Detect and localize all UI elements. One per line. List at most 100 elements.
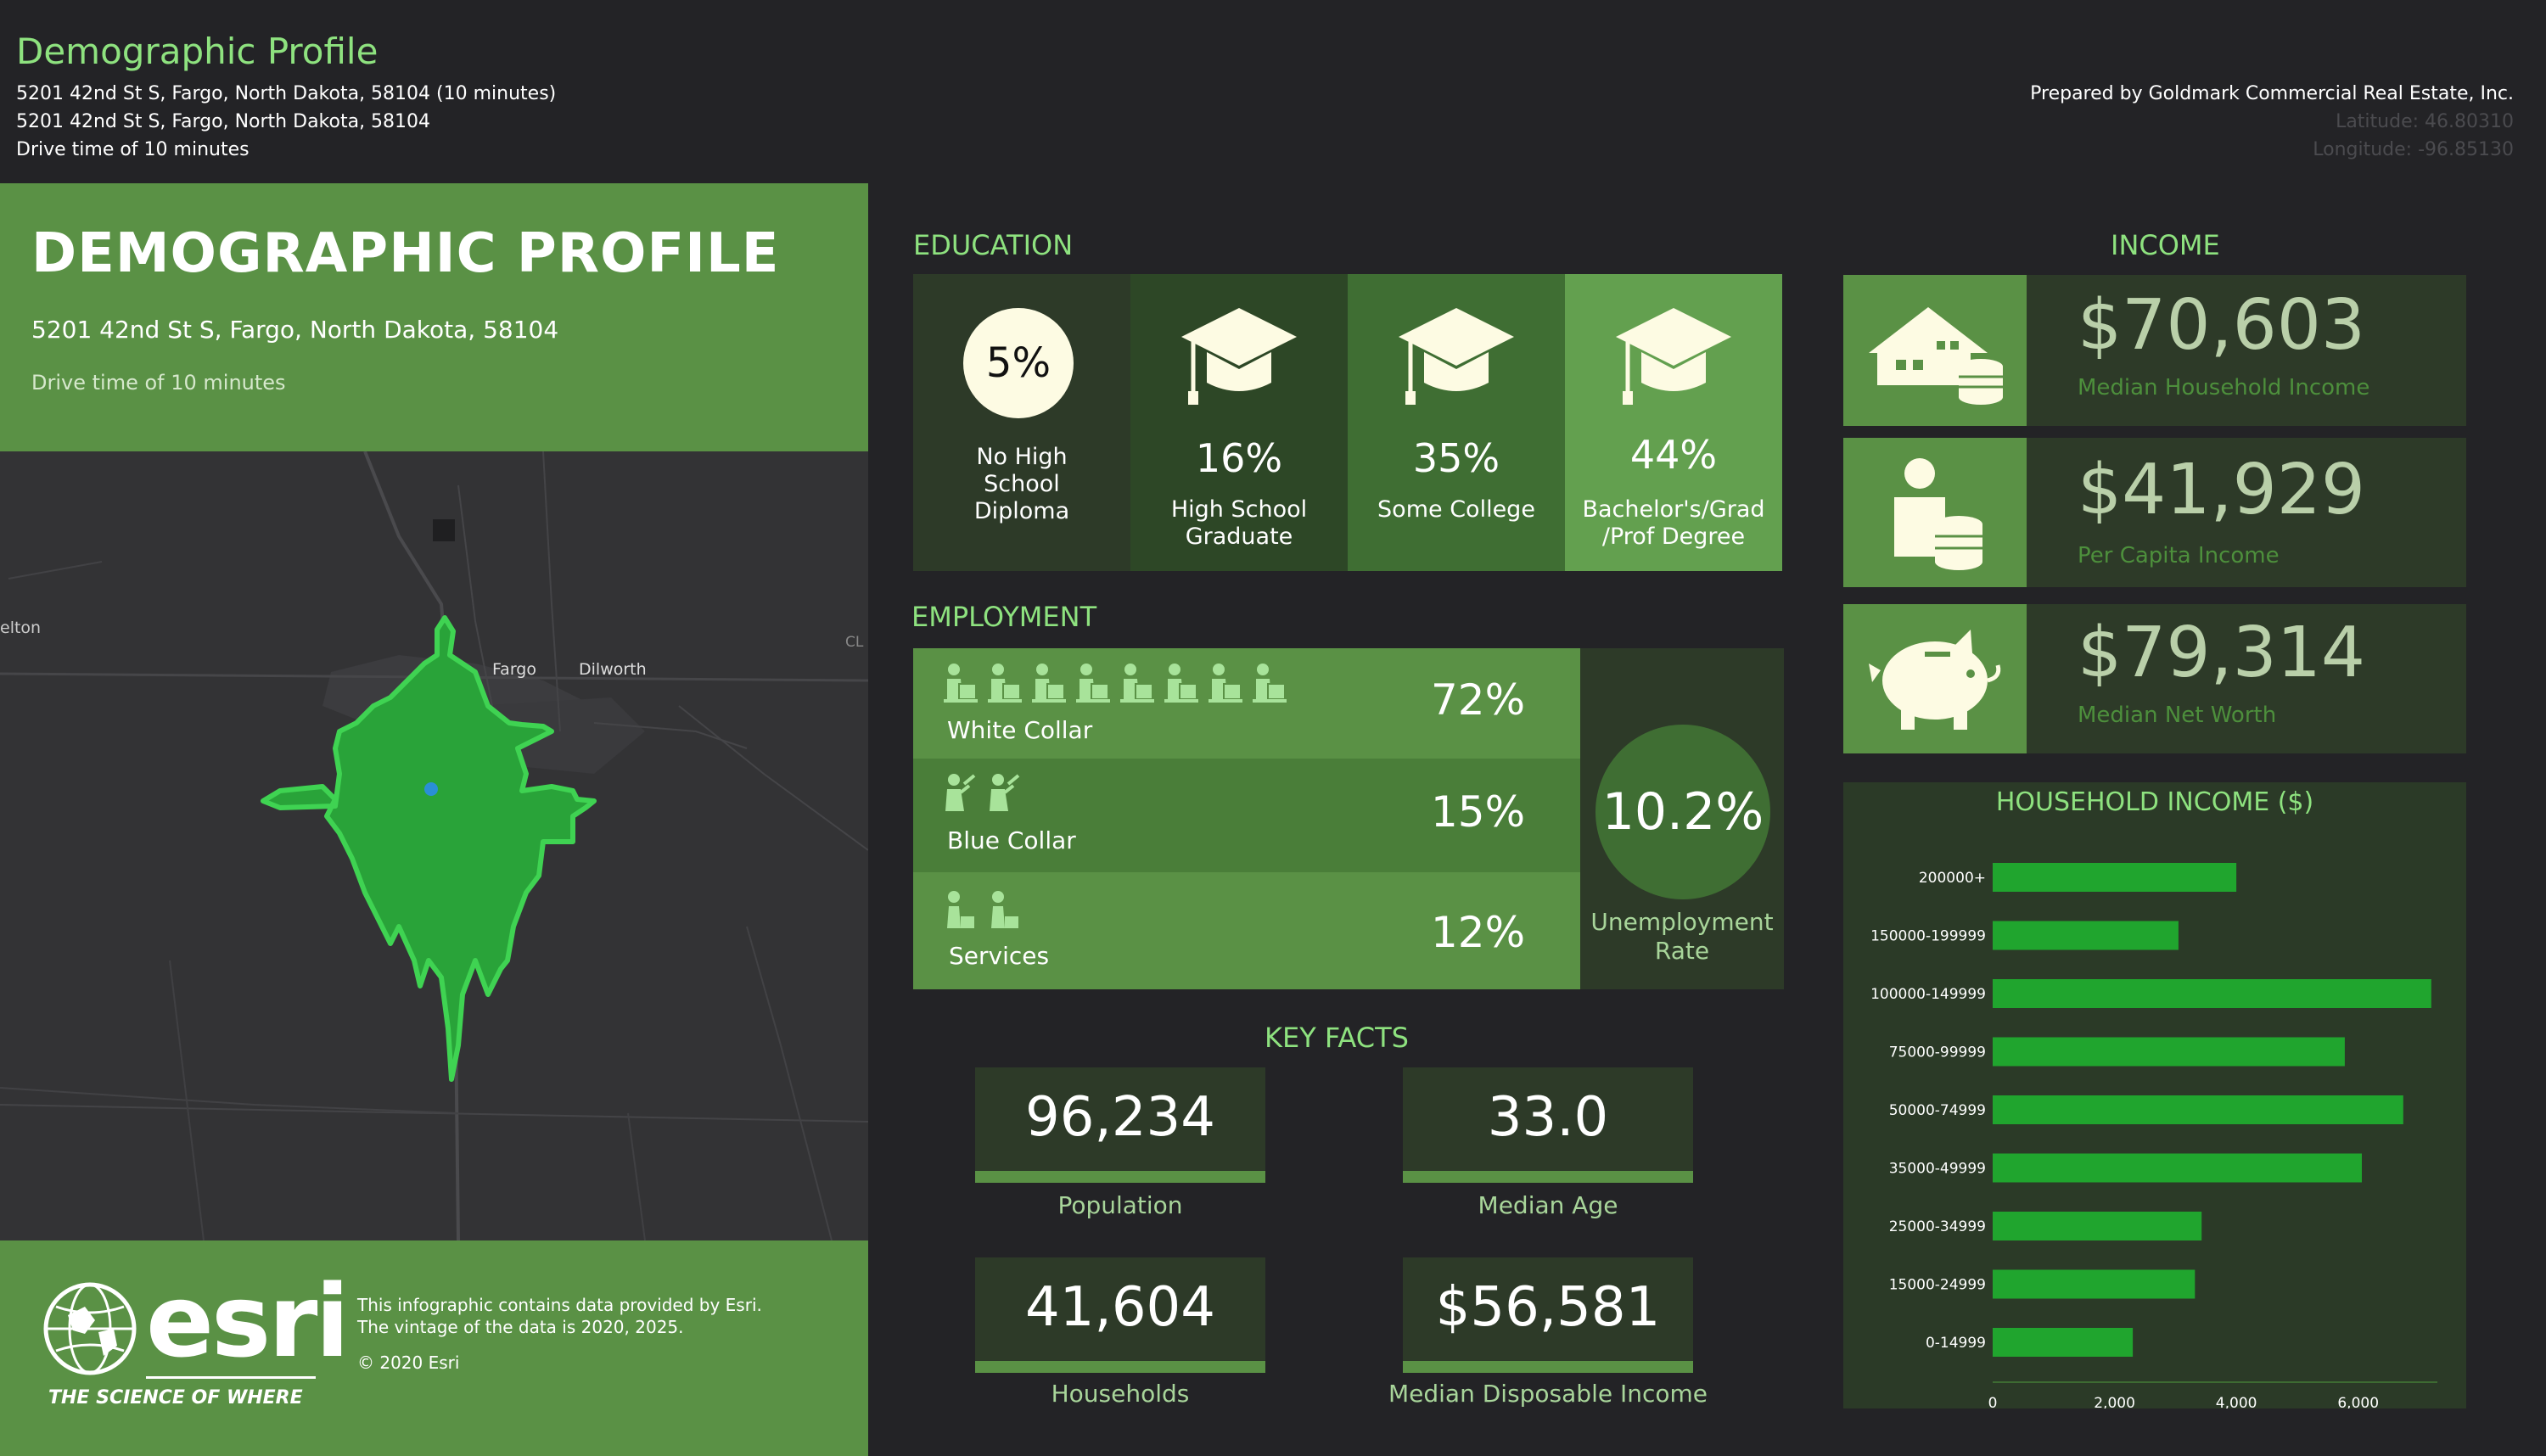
households-box: 41,604 bbox=[975, 1257, 1265, 1373]
education-title: EDUCATION bbox=[913, 229, 1074, 261]
logo-underline bbox=[146, 1376, 316, 1379]
office-worker-icon bbox=[1209, 664, 1242, 703]
bachelors-pct: 44% bbox=[1629, 432, 1718, 478]
x-tick-label: 2,000 bbox=[2094, 1395, 2135, 1408]
header-location-line: 5201 42nd St S, Fargo, North Dakota, 581… bbox=[16, 83, 557, 104]
category-label: 200000+ bbox=[1919, 870, 1986, 887]
median-household-income-label: Median Household Income bbox=[2078, 375, 2370, 400]
header-address-line: 5201 42nd St S, Fargo, North Dakota, 581… bbox=[16, 111, 431, 132]
blue-collar-pct: 15% bbox=[1431, 787, 1526, 837]
header-drive-time: Drive time of 10 minutes bbox=[16, 139, 250, 160]
category-label: 100000-149999 bbox=[1870, 986, 1986, 1003]
copyright-note: © 2020 Esri bbox=[357, 1352, 460, 1373]
data-provider-note: This infographic contains data provided … bbox=[357, 1295, 762, 1315]
category-label: 15000-24999 bbox=[1889, 1277, 1986, 1294]
per-capita-income-value: $41,929 bbox=[2078, 450, 2366, 530]
no-diploma-label-1: No High bbox=[976, 444, 1068, 470]
office-worker-icon bbox=[1032, 664, 1066, 703]
office-worker-icon bbox=[944, 664, 978, 703]
house-coins-icon bbox=[1869, 307, 2003, 405]
education-bachelors: 44% Bachelor's/Grad /Prof Degree bbox=[1565, 274, 1782, 571]
income-title: INCOME bbox=[2111, 229, 2220, 261]
unemployment-rate-circle: 10.2% bbox=[1595, 725, 1770, 899]
disposable-income-box: $56,581 bbox=[1403, 1257, 1693, 1373]
no-diploma-pct-circle: 5% bbox=[963, 308, 1074, 418]
education-high-school: 16% High School Graduate bbox=[1130, 274, 1348, 571]
bar-15000-24999 bbox=[1993, 1269, 2196, 1299]
median-household-income-box bbox=[2027, 275, 2466, 426]
white-collar-label: White Collar bbox=[947, 716, 1093, 744]
median-household-income-value: $70,603 bbox=[2078, 285, 2366, 366]
office-worker-icon bbox=[1253, 664, 1287, 703]
bar-100000-149999 bbox=[1993, 979, 2431, 1008]
drive-time-map[interactable]: Fargo Dilworth elton CL bbox=[0, 451, 868, 1240]
no-diploma-label-3: Diploma bbox=[973, 498, 1070, 524]
office-worker-icon bbox=[988, 664, 1022, 703]
map-label-cl: CL bbox=[845, 634, 864, 651]
households-value: 41,604 bbox=[1025, 1276, 1215, 1339]
data-vintage-note: The vintage of the data is 2020, 2025. bbox=[357, 1317, 684, 1337]
latitude-text: Latitude: 46.80310 bbox=[2336, 111, 2514, 132]
employment-blue-collar-row: Blue Collar 15% bbox=[913, 759, 1580, 872]
graduation-cap-icon bbox=[1616, 308, 1731, 405]
map-label-elton: elton bbox=[0, 619, 41, 637]
per-capita-income-icon-tile bbox=[1843, 438, 2027, 587]
category-label: 50000-74999 bbox=[1889, 1102, 1986, 1119]
median-net-worth-label: Median Net Worth bbox=[2078, 703, 2277, 728]
blue-collar-icons bbox=[944, 772, 1022, 820]
bachelors-label-2: /Prof Degree bbox=[1601, 524, 1746, 550]
service-worker-icon bbox=[991, 891, 1018, 928]
esri-logo-text: esri bbox=[146, 1263, 350, 1380]
profile-title-panel bbox=[0, 183, 868, 451]
disposable-income-label: Median Disposable Income bbox=[1388, 1380, 1708, 1408]
map-label-dilworth: Dilworth bbox=[579, 660, 647, 679]
population-box: 96,234 bbox=[975, 1067, 1265, 1183]
employment-title: EMPLOYMENT bbox=[911, 601, 1097, 633]
education-some-college: 35% Some College bbox=[1348, 274, 1565, 571]
high-school-label-1: High School bbox=[1170, 496, 1308, 523]
median-age-value: 33.0 bbox=[1487, 1086, 1609, 1149]
white-collar-icons bbox=[944, 662, 1287, 709]
blue-collar-label: Blue Collar bbox=[947, 826, 1076, 854]
person-coins-icon bbox=[1894, 458, 1982, 570]
median-age-box: 33.0 bbox=[1403, 1067, 1693, 1183]
per-capita-income-label: Per Capita Income bbox=[2078, 543, 2280, 568]
high-school-pct: 16% bbox=[1195, 435, 1283, 481]
population-label: Population bbox=[1057, 1191, 1183, 1219]
white-collar-pct: 72% bbox=[1431, 675, 1526, 725]
category-label: 75000-99999 bbox=[1889, 1044, 1986, 1061]
bar-75000-99999 bbox=[1993, 1037, 2345, 1067]
x-tick-label: 0 bbox=[1988, 1395, 1998, 1408]
category-label: 150000-199999 bbox=[1870, 928, 1986, 945]
some-college-pct: 35% bbox=[1412, 435, 1500, 481]
services-label: Services bbox=[949, 942, 1050, 970]
disposable-income-value: $56,581 bbox=[1435, 1276, 1661, 1339]
graduation-cap-icon bbox=[1181, 308, 1297, 405]
graduation-cap-icon bbox=[1399, 308, 1514, 405]
employment-services-row: Services 12% bbox=[913, 872, 1580, 989]
bachelors-label-1: Bachelor's/Grad bbox=[1582, 496, 1765, 523]
map-graphic: Fargo Dilworth elton CL bbox=[0, 451, 868, 1240]
population-value: 96,234 bbox=[1025, 1086, 1215, 1149]
services-icons bbox=[944, 889, 1022, 937]
office-worker-icon bbox=[1120, 664, 1154, 703]
x-tick-label: 4,000 bbox=[2216, 1395, 2257, 1408]
education-no-diploma: 5% No High School Diploma bbox=[913, 274, 1130, 571]
median-household-income-icon-tile bbox=[1843, 275, 2027, 426]
x-tick-label: 6,000 bbox=[2337, 1395, 2379, 1408]
office-worker-icon bbox=[1076, 664, 1110, 703]
services-pct: 12% bbox=[1431, 908, 1526, 957]
category-label: 25000-34999 bbox=[1889, 1218, 1986, 1235]
no-diploma-label-2: School bbox=[984, 471, 1060, 497]
bar-35000-49999 bbox=[1993, 1153, 2362, 1183]
per-capita-income-box bbox=[2027, 438, 2466, 587]
profile-title: DEMOGRAPHIC PROFILE bbox=[31, 222, 780, 285]
profile-drive-time: Drive time of 10 minutes bbox=[31, 371, 286, 395]
laborer-icon bbox=[945, 774, 976, 811]
median-age-label: Median Age bbox=[1478, 1191, 1618, 1219]
key-facts-title: KEY FACTS bbox=[1265, 1022, 1409, 1054]
bar-25000-34999 bbox=[1993, 1212, 2202, 1240]
map-label-fargo: Fargo bbox=[492, 660, 536, 679]
esri-globe-icon bbox=[43, 1282, 137, 1375]
bar-200000+ bbox=[1993, 863, 2237, 892]
